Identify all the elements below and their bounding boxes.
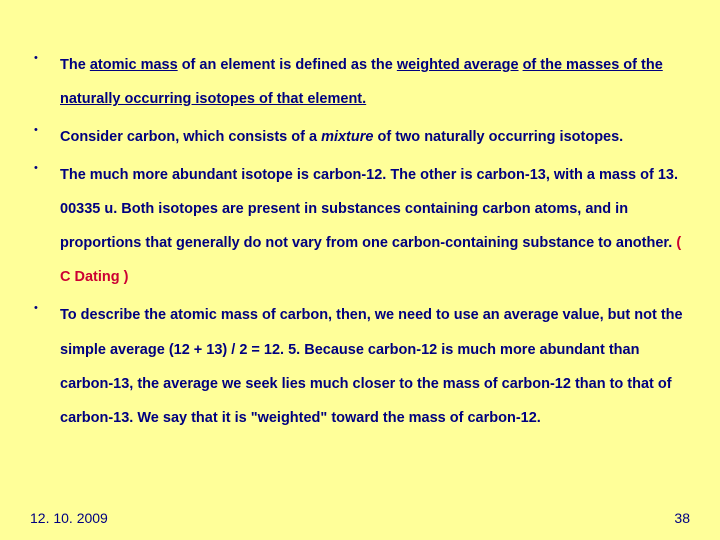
slide-footer: 12. 10. 2009 38 — [30, 510, 690, 526]
text-segment: of an element is defined as the — [178, 57, 397, 73]
bullet-marker: • — [30, 48, 60, 116]
text-segment: atomic mass — [90, 57, 178, 73]
footer-page: 38 — [674, 510, 690, 526]
bullet-item: • The much more abundant isotope is carb… — [30, 158, 690, 294]
bullet-item: • Consider carbon, which consists of a m… — [30, 120, 690, 154]
text-segment: To describe the atomic mass of carbon, t… — [60, 307, 683, 425]
bullet-item: • The atomic mass of an element is defin… — [30, 48, 690, 116]
bullet-text-0: The atomic mass of an element is defined… — [60, 48, 690, 116]
bullet-item: • To describe the atomic mass of carbon,… — [30, 298, 690, 434]
bullet-text-3: To describe the atomic mass of carbon, t… — [60, 298, 690, 434]
bullet-text-2: The much more abundant isotope is carbon… — [60, 158, 690, 294]
text-segment: weighted average — [397, 57, 519, 73]
slide-content: • The atomic mass of an element is defin… — [0, 0, 720, 435]
text-segment: The much more abundant isotope is carbon… — [60, 167, 678, 251]
footer-date: 12. 10. 2009 — [30, 510, 108, 526]
text-segment: of two naturally occurring isotopes. — [373, 129, 623, 145]
bullet-marker: • — [30, 120, 60, 154]
bullet-marker: • — [30, 298, 60, 434]
text-segment: mixture — [321, 129, 373, 145]
text-segment: The — [60, 57, 90, 73]
text-segment: Consider carbon, which consists of a — [60, 129, 321, 145]
bullet-text-1: Consider carbon, which consists of a mix… — [60, 120, 690, 154]
bullet-marker: • — [30, 158, 60, 294]
